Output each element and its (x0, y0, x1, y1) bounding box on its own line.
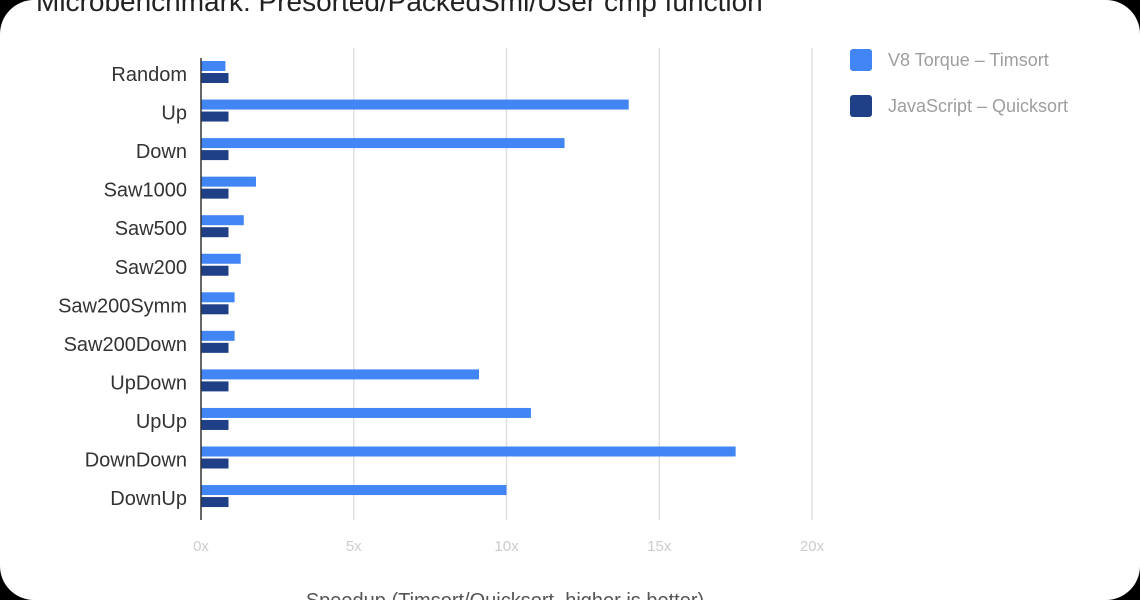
category-label: Saw200Down (64, 334, 187, 356)
category-label: Saw200Symm (58, 295, 187, 317)
x-tick-label: 10x (494, 538, 519, 555)
x-tick-label: 15x (647, 538, 672, 555)
bar-quicksort (201, 111, 229, 122)
bar-quicksort (201, 150, 229, 161)
category-label: Down (136, 141, 187, 163)
bar-quicksort (201, 227, 229, 238)
category-label: Random (111, 64, 187, 86)
legend-swatch-quicksort (850, 95, 872, 117)
category-label: DownDown (85, 450, 187, 472)
bar-quicksort (201, 381, 229, 392)
bar-quicksort (201, 497, 229, 508)
bar-quicksort (201, 419, 229, 430)
bar-timsort (201, 407, 531, 418)
bar-timsort (201, 61, 226, 71)
bar-quicksort (201, 458, 229, 469)
category-label: UpUp (136, 411, 187, 433)
x-axis-title: Speedup (Timsort/Quicksort, higher is be… (0, 590, 1010, 600)
bar-timsort (201, 176, 256, 187)
bar-quicksort (201, 342, 229, 353)
category-label: Saw1000 (104, 180, 187, 202)
bar-timsort (201, 485, 507, 496)
category-label: DownUp (110, 488, 187, 510)
legend-item-timsort: V8 Torque – Timsort (850, 46, 1068, 74)
legend: V8 Torque – Timsort JavaScript – Quickso… (850, 46, 1068, 138)
category-label: Up (161, 103, 187, 125)
bar-timsort (201, 369, 480, 380)
bar-timsort (201, 446, 736, 457)
bar-timsort (201, 215, 244, 226)
bar-quicksort (201, 265, 229, 276)
x-tick-label: 5x (346, 538, 362, 555)
bar-quicksort (201, 304, 229, 315)
legend-label-timsort: V8 Torque – Timsort (888, 49, 1049, 70)
legend-label-quicksort: JavaScript – Quicksort (888, 95, 1069, 116)
category-label: Saw500 (115, 218, 187, 240)
x-tick-label: 0x (193, 538, 209, 555)
bar-timsort (201, 253, 241, 264)
legend-item-quicksort: JavaScript – Quicksort (850, 92, 1068, 120)
bar-quicksort (201, 188, 229, 199)
bar-timsort (201, 138, 565, 149)
x-tick-label: 20x (800, 538, 825, 555)
bar-timsort (201, 99, 629, 110)
category-label: Saw200 (115, 257, 187, 279)
bar-timsort (201, 330, 235, 341)
legend-swatch-timsort (850, 49, 872, 71)
chart-title: Microbenchmark: Presorted/PackedSmi/User… (36, 0, 763, 17)
bar-quicksort (201, 73, 229, 83)
category-label: UpDown (110, 372, 187, 394)
bar-timsort (201, 292, 235, 303)
